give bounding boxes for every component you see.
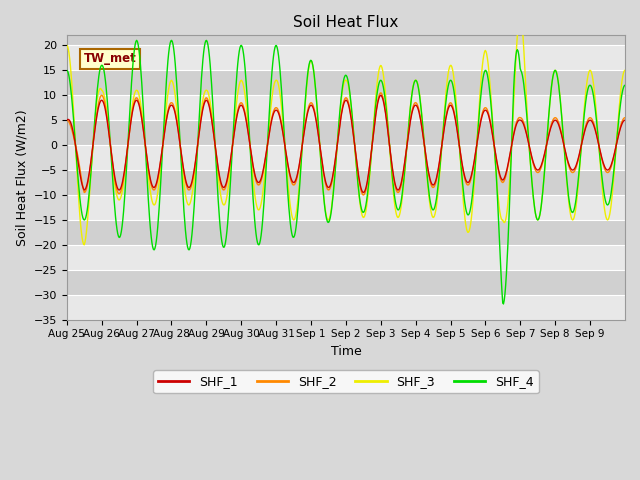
Title: Soil Heat Flux: Soil Heat Flux [293, 15, 399, 30]
Bar [67, 220, 625, 245]
Bar [67, 195, 625, 220]
Bar [67, 295, 625, 320]
Text: TW_met: TW_met [84, 52, 136, 65]
Y-axis label: Soil Heat Flux (W/m2): Soil Heat Flux (W/m2) [15, 109, 28, 246]
Bar [67, 270, 625, 295]
Bar [67, 145, 625, 170]
Bar [67, 70, 625, 95]
Bar [67, 170, 625, 195]
Bar [67, 95, 625, 120]
Legend: SHF_1, SHF_2, SHF_3, SHF_4: SHF_1, SHF_2, SHF_3, SHF_4 [153, 370, 539, 393]
Bar [67, 36, 625, 45]
X-axis label: Time: Time [330, 345, 361, 358]
Bar [67, 120, 625, 145]
Bar [67, 245, 625, 270]
Bar [67, 45, 625, 70]
